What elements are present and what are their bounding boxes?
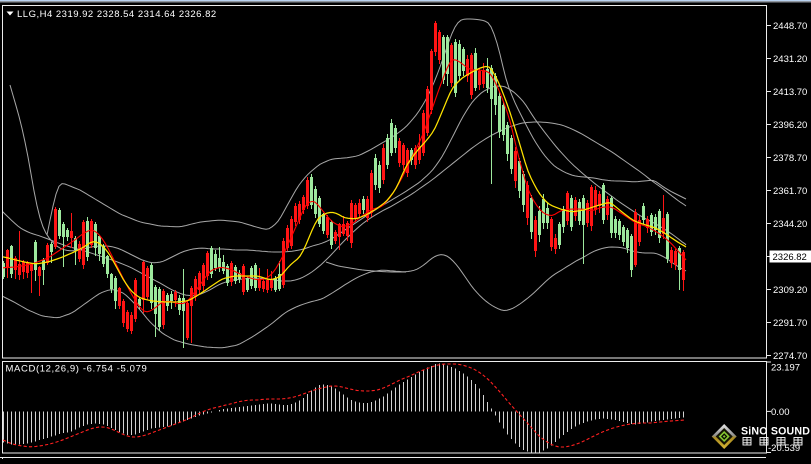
svg-text:2326.82: 2326.82: [773, 252, 807, 263]
svg-text:2413.70: 2413.70: [773, 87, 807, 98]
svg-text:2309.20: 2309.20: [773, 285, 807, 296]
svg-text:-20.539: -20.539: [768, 443, 800, 454]
svg-text:2431.20: 2431.20: [773, 54, 807, 65]
svg-text:2344.20: 2344.20: [773, 219, 807, 230]
svg-text:SiNO SOUND: SiNO SOUND: [741, 426, 810, 438]
svg-text:0.00: 0.00: [771, 407, 790, 418]
svg-text:2291.70: 2291.70: [773, 318, 807, 329]
svg-text:2274.70: 2274.70: [773, 351, 807, 362]
svg-text:2378.70: 2378.70: [773, 153, 807, 164]
svg-text:2448.70: 2448.70: [773, 21, 807, 32]
svg-text:LLG,H4 2319.92 2328.54 2314.6: LLG,H4 2319.92 2328.54 2314.64 2326.82: [17, 9, 217, 20]
svg-text:23.197: 23.197: [771, 363, 800, 374]
svg-text:MACD(12,26,9) -6.754 -5.079: MACD(12,26,9) -6.754 -5.079: [6, 364, 148, 375]
svg-text:2396.20: 2396.20: [773, 120, 807, 131]
svg-text:2361.70: 2361.70: [773, 186, 807, 197]
